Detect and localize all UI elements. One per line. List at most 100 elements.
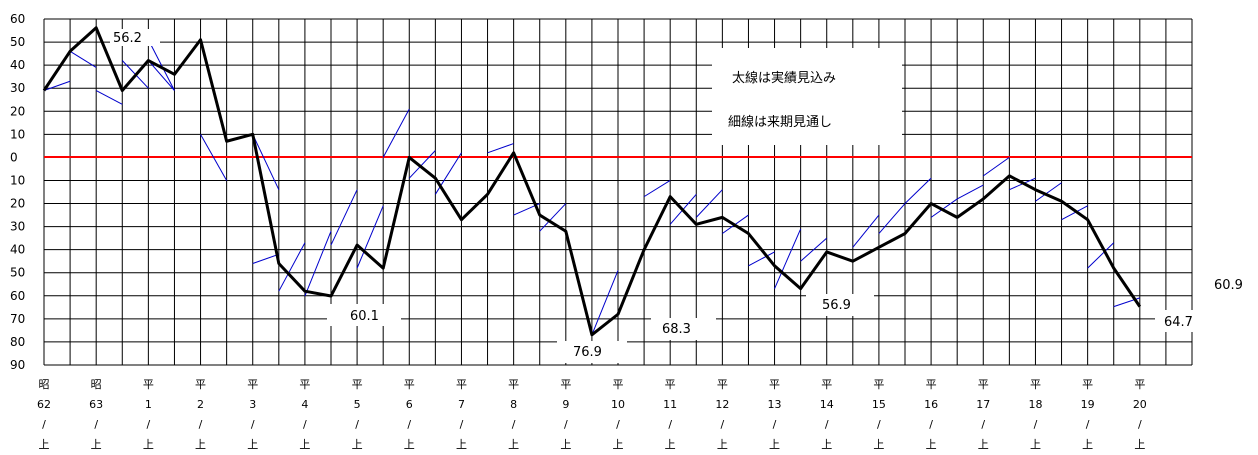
x-tick-label: 平 (195, 378, 206, 391)
x-tick-label: / (94, 418, 98, 431)
forecast-segment (69, 50, 97, 68)
forecast-segment (1061, 205, 1088, 221)
data-label-bg (651, 318, 716, 340)
x-tick-label: 1 (145, 398, 152, 411)
y-tick-label: 20 (10, 104, 25, 118)
x-tick-label: 上 (352, 438, 363, 451)
x-tick-label: 平 (1134, 378, 1145, 391)
x-tick-label: 上 (456, 438, 467, 451)
legend-box (712, 48, 902, 145)
x-tick-label: 平 (926, 378, 937, 391)
x-tick-label: 上 (143, 438, 154, 451)
data-label-60-1: 60.1 (350, 309, 379, 324)
y-tick-label: 80 (10, 335, 25, 349)
x-tick-label: / (42, 418, 46, 431)
x-tick-label: / (1138, 418, 1142, 431)
x-tick-label: 上 (821, 438, 832, 451)
x-tick-label: 上 (1082, 438, 1093, 451)
x-tick-label: 19 (1081, 398, 1095, 411)
x-tick-label: 平 (873, 378, 884, 391)
x-tick-label: / (512, 418, 516, 431)
data-label-bg (327, 304, 401, 326)
y-tick-label: 30 (10, 81, 25, 95)
x-tick-label: / (773, 418, 777, 431)
x-tick-label: 平 (665, 378, 676, 391)
forecast-segment (147, 39, 175, 91)
y-tick-label: 20 (10, 197, 25, 211)
x-tick-label: 3 (249, 398, 256, 411)
x-tick-label: 8 (510, 398, 517, 411)
x-tick-label: 平 (717, 378, 728, 391)
x-tick-label: 2 (197, 398, 204, 411)
x-tick-label: 平 (613, 378, 624, 391)
y-tick-label: 40 (10, 58, 25, 72)
forecast-segment (643, 180, 671, 198)
x-tick-label: / (616, 418, 620, 431)
x-tick-label: 15 (872, 398, 886, 411)
legend-note-forecast: 細線は来期見通し (728, 114, 832, 130)
forecast-segment (252, 253, 279, 264)
forecast-segment (408, 150, 436, 179)
y-tick-label: 60 (10, 289, 25, 303)
x-tick-label: / (877, 418, 881, 431)
y-tick-label: 70 (10, 312, 25, 326)
x-tick-label: 6 (406, 398, 413, 411)
x-tick-label: 上 (195, 438, 206, 451)
forecast-segment (956, 184, 984, 200)
x-tick-label: 4 (301, 398, 308, 411)
forecast-segment (356, 205, 384, 269)
x-tick-label: 9 (562, 398, 569, 411)
x-tick-label: 5 (354, 398, 361, 411)
x-tick-label: 上 (926, 438, 937, 451)
y-tick-label: 90 (10, 358, 25, 372)
forecast-series (43, 39, 1140, 335)
x-tick-label: / (1034, 418, 1038, 431)
forecast-segment (487, 143, 514, 154)
data-label-64-7: 64.7 (1164, 315, 1193, 330)
forecast-segment (278, 242, 306, 292)
forecast-segment (591, 270, 619, 335)
actual-series-line (42, 26, 1142, 337)
x-tick-label: / (303, 418, 307, 431)
x-tick-label: 上 (91, 438, 102, 451)
x-tick-label: 上 (769, 438, 780, 451)
x-tick-label: / (668, 418, 672, 431)
x-tick-label: 平 (404, 378, 415, 391)
forecast-segment (43, 80, 71, 91)
data-label-bg (1155, 310, 1201, 332)
legend-note-actual: 太線は実績見込み (732, 70, 836, 86)
data-label-68-3: 68.3 (662, 322, 691, 337)
y-axis: 60 50 40 30 20 10 0 10 20 30 40 50 60 70 80 90 (10, 12, 25, 372)
x-tick-label: 昭 (39, 378, 50, 391)
x-tick-label: 平 (352, 378, 363, 391)
x-tick-label: / (825, 418, 829, 431)
x-tick-label: 16 (924, 398, 938, 411)
x-tick-label: 12 (715, 398, 729, 411)
x-tick-label: 平 (821, 378, 832, 391)
forecast-segment (878, 203, 906, 234)
data-label-56-9: 56.9 (822, 298, 851, 313)
data-label-56-2-top: 56.2 (113, 31, 142, 46)
x-tick-label: 平 (1030, 378, 1041, 391)
x-tick-label: / (355, 418, 359, 431)
y-tick-label: 40 (10, 243, 25, 257)
x-tick-label: 11 (663, 398, 677, 411)
forecast-segment (434, 152, 462, 195)
x-tick-label: 平 (456, 378, 467, 391)
x-tick-label: 14 (820, 398, 834, 411)
x-tick-label: 上 (873, 438, 884, 451)
x-tick-label: 13 (768, 398, 782, 411)
forecast-segment (1087, 242, 1115, 269)
x-tick-label: 上 (508, 438, 519, 451)
y-tick-label: 60 (10, 12, 25, 26)
x-tick-label: / (929, 418, 933, 431)
forecast-segment (852, 214, 880, 248)
grid (43, 18, 1193, 366)
x-tick-label: 平 (508, 378, 519, 391)
forecast-segment (539, 203, 567, 232)
x-tick-label: 10 (611, 398, 625, 411)
x-tick-label: 上 (613, 438, 624, 451)
x-tick-label: / (147, 418, 151, 431)
y-tick-label: 50 (10, 266, 25, 280)
x-tick-label: 平 (560, 378, 571, 391)
